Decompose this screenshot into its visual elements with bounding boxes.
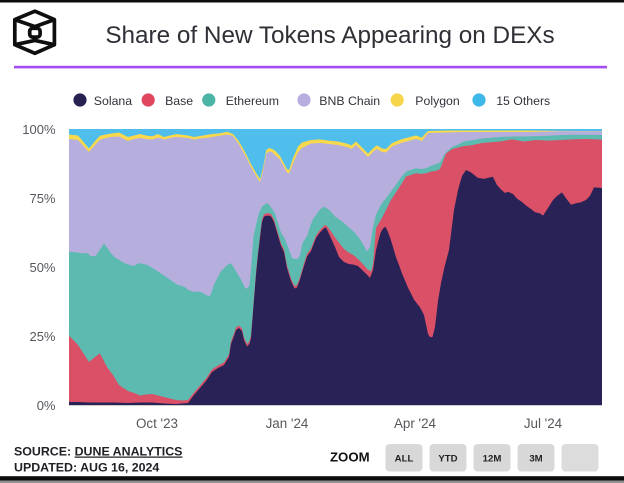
svg-text:Share of New Tokens Appearing: Share of New Tokens Appearing on DEXs: [105, 22, 554, 49]
svg-text:100%: 100%: [22, 122, 56, 137]
svg-text:25%: 25%: [29, 329, 55, 344]
svg-text:Ethereum: Ethereum: [226, 94, 279, 108]
svg-text:YTD: YTD: [438, 454, 457, 465]
svg-text:Apr '24: Apr '24: [394, 416, 437, 431]
svg-text:ALL: ALL: [395, 454, 414, 465]
svg-text:Base: Base: [165, 94, 193, 108]
svg-text:Polygon: Polygon: [415, 94, 460, 108]
svg-text:0%: 0%: [37, 398, 56, 413]
svg-text:12M: 12M: [483, 454, 502, 465]
svg-text:15 Others: 15 Others: [496, 94, 550, 108]
svg-text:SOURCE: DUNE ANALYTICS: SOURCE: DUNE ANALYTICS: [14, 445, 182, 459]
svg-text:UPDATED: AUG 16, 2024: UPDATED: AUG 16, 2024: [14, 461, 159, 475]
svg-text:Oct '23: Oct '23: [136, 416, 178, 431]
svg-text:Solana: Solana: [94, 94, 132, 108]
svg-text:75%: 75%: [29, 191, 55, 206]
svg-text:ZOOM: ZOOM: [330, 450, 370, 465]
svg-text:Jul '24: Jul '24: [524, 416, 563, 431]
svg-text:Jan '24: Jan '24: [266, 416, 309, 431]
svg-text:3M: 3M: [529, 454, 542, 465]
svg-text:BNB Chain: BNB Chain: [319, 94, 380, 108]
svg-text:50%: 50%: [29, 260, 55, 275]
